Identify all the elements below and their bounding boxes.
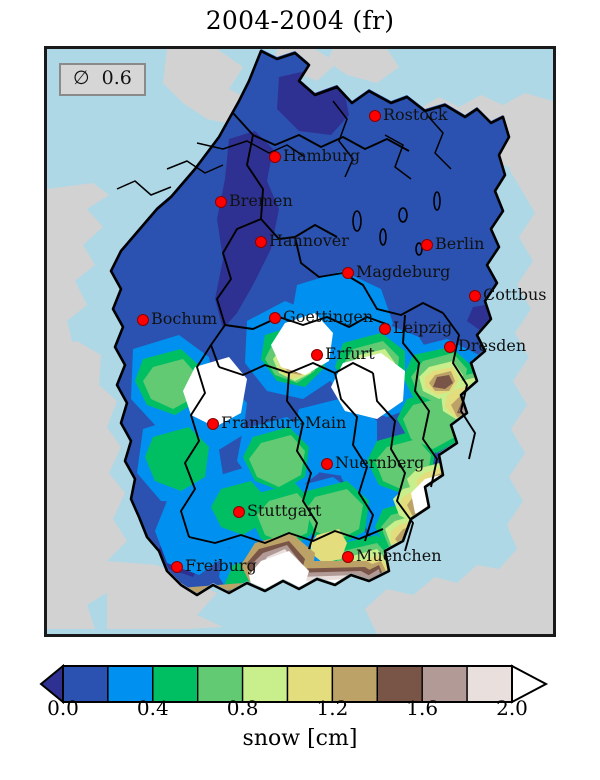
city-label: Frankfurt-Main	[221, 413, 347, 432]
colorbar-tick-label: 1.2	[316, 696, 349, 720]
colorbar-band-8	[421, 665, 468, 703]
city-dot-icon	[369, 110, 381, 122]
city-dot-icon	[171, 561, 183, 573]
city-label: Freiburg	[185, 556, 257, 575]
city-label: Bochum	[151, 309, 218, 328]
map-panel[interactable]	[44, 46, 556, 637]
city-label: Stuttgart	[247, 501, 322, 520]
colorbar-tick-label: 0.4	[136, 696, 169, 720]
city-label: Berlin	[435, 234, 485, 253]
city-label: Rostock	[383, 105, 448, 124]
city-dot-icon	[137, 314, 149, 326]
city-label: Nuernberg	[335, 453, 425, 472]
snow-map	[47, 49, 553, 634]
city-dot-icon	[311, 349, 323, 361]
colorbar-tick-label: 0.8	[226, 696, 259, 720]
city-dot-icon	[421, 239, 433, 251]
city-dot-icon	[342, 551, 354, 563]
colorbar-band-2	[152, 665, 199, 703]
city-dot-icon	[255, 236, 267, 248]
city-label: Bremen	[229, 191, 293, 210]
island-outlines	[352, 191, 441, 256]
city-dot-icon	[379, 323, 391, 335]
coastline-detail	[116, 100, 452, 196]
state-borders	[180, 112, 476, 552]
city-dot-icon	[469, 290, 481, 302]
colorbar-swatches	[39, 663, 549, 705]
colorbar-tick-label: 2.0	[496, 696, 528, 720]
city-label: Erfurt	[325, 344, 375, 363]
city-dot-icon	[321, 458, 333, 470]
city-label: Cottbus	[483, 285, 547, 304]
city-label: Muenchen	[356, 546, 442, 565]
city-dot-icon	[269, 312, 281, 324]
colorbar-tick-label: 1.6	[406, 696, 439, 720]
page-title: 2004-2004 (fr)	[205, 6, 395, 35]
domain-mean-box: ∅ 0.6	[59, 63, 146, 96]
city-label: Hamburg	[283, 146, 361, 165]
city-dot-icon	[342, 267, 354, 279]
national-border	[109, 49, 511, 597]
colorbar-axis-label: snow [cm]	[242, 726, 358, 751]
city-dot-icon	[207, 418, 219, 430]
city-dot-icon	[233, 506, 245, 518]
city-label: Hannover	[269, 231, 349, 250]
city-label: Leipzig	[393, 318, 453, 337]
city-label: Goettingen	[283, 307, 374, 326]
colorbar-band-1	[107, 665, 154, 703]
city-dot-icon	[269, 151, 281, 163]
colorbar-tick-label: 0.0	[47, 696, 79, 720]
city-label: Magdeburg	[356, 262, 451, 281]
city-dot-icon	[444, 341, 456, 353]
city-label: Dresden	[458, 336, 527, 355]
colorbar[interactable]: 0.0 0.4 0.8 1.2 1.6 2.0 snow [cm]	[0, 660, 600, 780]
colorbar-outline	[62, 665, 513, 703]
city-dot-icon	[215, 196, 227, 208]
